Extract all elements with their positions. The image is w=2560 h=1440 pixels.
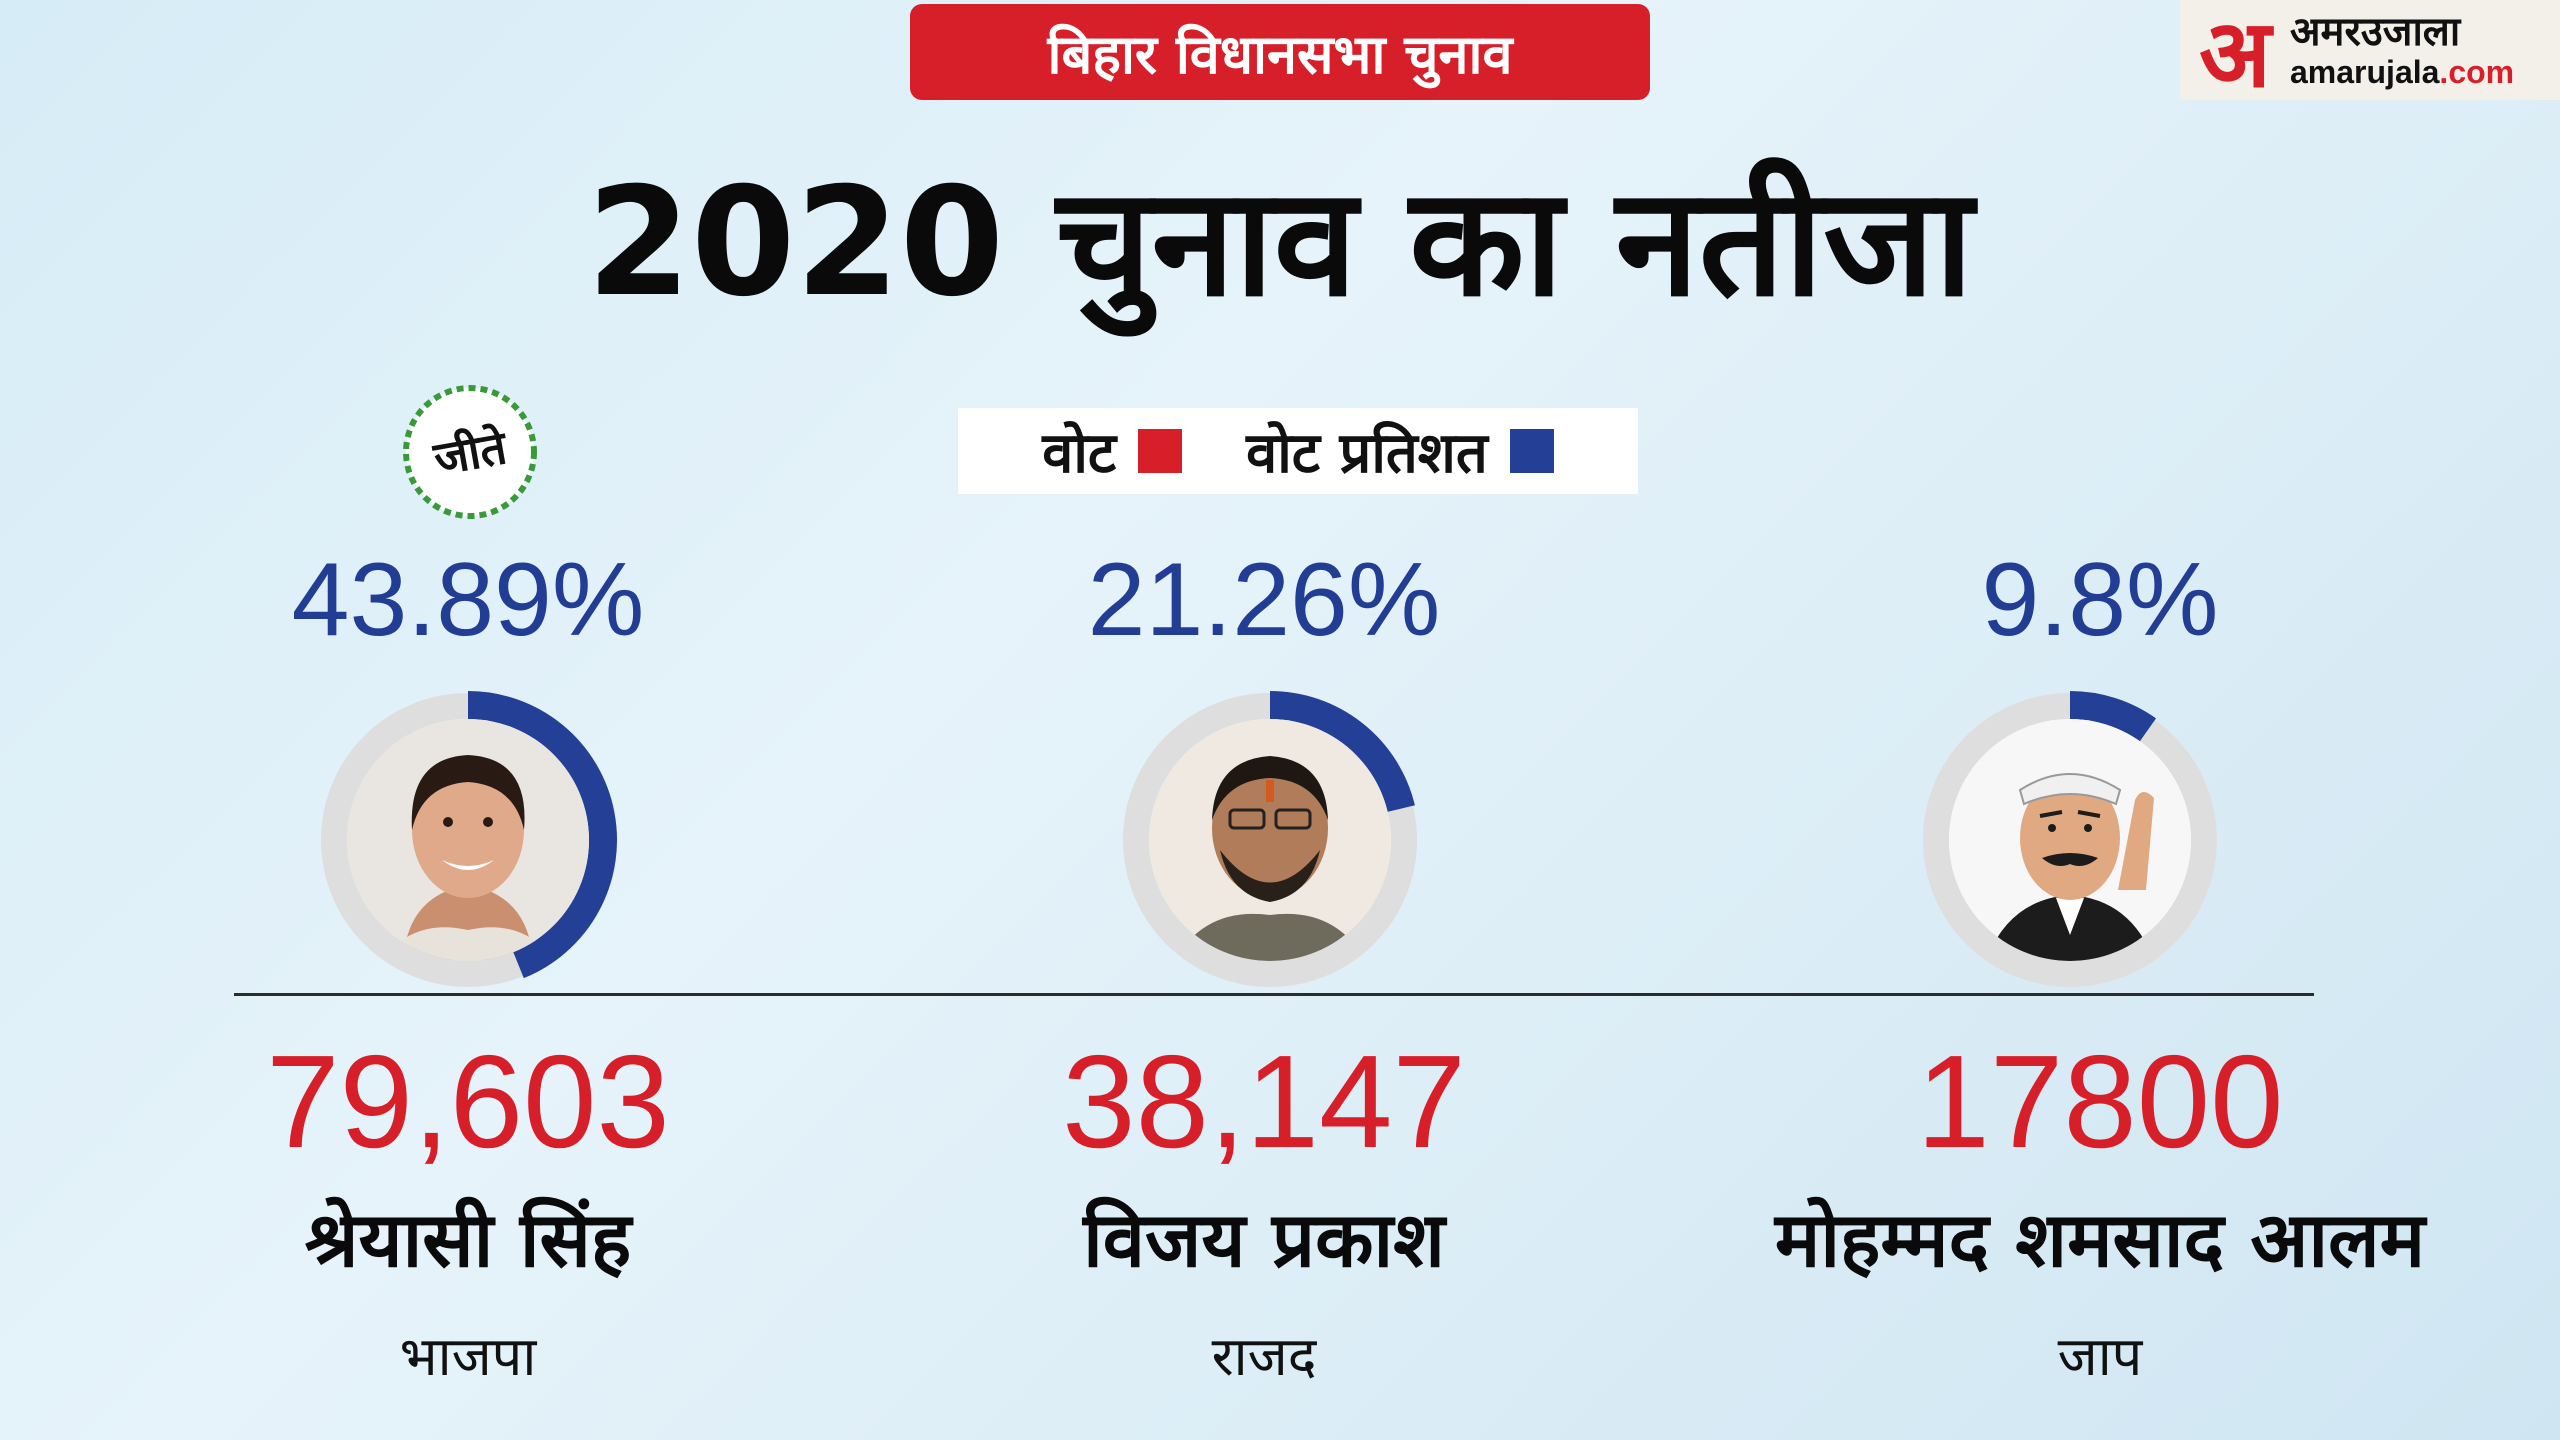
donut-chart-1 bbox=[321, 691, 617, 987]
donut-chart-3 bbox=[1923, 691, 2217, 987]
votes-value-1: 79,603 bbox=[266, 1028, 670, 1175]
votes-value-3: 17800 bbox=[1916, 1028, 2284, 1175]
donut-1 bbox=[308, 680, 628, 1000]
logo-name-hindi: अमरउजाला bbox=[2290, 9, 2461, 55]
logo-site-tld: .com bbox=[2439, 54, 2515, 90]
winner-badge: जीते bbox=[396, 378, 544, 526]
candidate-name-3: मोहम्मद शमसाद आलम bbox=[1774, 1195, 2426, 1284]
donut-arc-1 bbox=[467, 691, 617, 979]
percent-label-2: 21.26% bbox=[1087, 542, 1441, 658]
donut-arc-2 bbox=[1269, 691, 1415, 813]
amarujala-logo: अ अमरउजाला amarujala.com bbox=[2180, 0, 2560, 109]
donut-chart-2 bbox=[1123, 691, 1417, 987]
candidate-name-2: विजय प्रकाश bbox=[1083, 1195, 1445, 1284]
donut-arc-3 bbox=[2069, 691, 2157, 744]
legend-percent-swatch bbox=[1509, 429, 1554, 473]
legend-votes-label: वोट bbox=[1042, 421, 1117, 486]
party-name-1: भाजपा bbox=[399, 1325, 537, 1388]
chart-title: 2020 चुनाव का नतीजा bbox=[586, 156, 1974, 330]
portrait-man-photo bbox=[1149, 719, 1391, 961]
legend-percent-label: वोट प्रतिशत bbox=[1246, 421, 1488, 486]
logo-text: अमरउजाला amarujala.com bbox=[2290, 12, 2514, 88]
donut-2 bbox=[1110, 680, 1430, 1000]
logo-site-name: amarujala bbox=[2290, 54, 2440, 90]
winner-badge-label: जीते bbox=[429, 420, 511, 486]
percent-label-1: 43.89% bbox=[291, 542, 645, 658]
portrait-woman-photo bbox=[347, 719, 589, 961]
legend-votes-swatch bbox=[1138, 429, 1183, 473]
party-name-3: जाप bbox=[2057, 1325, 2143, 1388]
candidate-name-1: श्रेयासी सिंह bbox=[304, 1195, 632, 1284]
divider-line bbox=[234, 993, 2314, 996]
logo-site: amarujala.com bbox=[2290, 56, 2514, 88]
portrait-cartoon-man bbox=[1949, 719, 2191, 961]
election-tag: बिहार विधानसभा चुनाव bbox=[910, 4, 1650, 100]
party-name-2: राजद bbox=[1211, 1325, 1317, 1388]
logo-mark: अ bbox=[2199, 0, 2271, 109]
votes-value-2: 38,147 bbox=[1062, 1028, 1466, 1175]
legend: वोट वोट प्रतिशत bbox=[958, 408, 1638, 494]
winner-badge-seal bbox=[403, 385, 537, 519]
donut-3 bbox=[1910, 680, 2230, 1000]
percent-label-3: 9.8% bbox=[1981, 542, 2219, 658]
